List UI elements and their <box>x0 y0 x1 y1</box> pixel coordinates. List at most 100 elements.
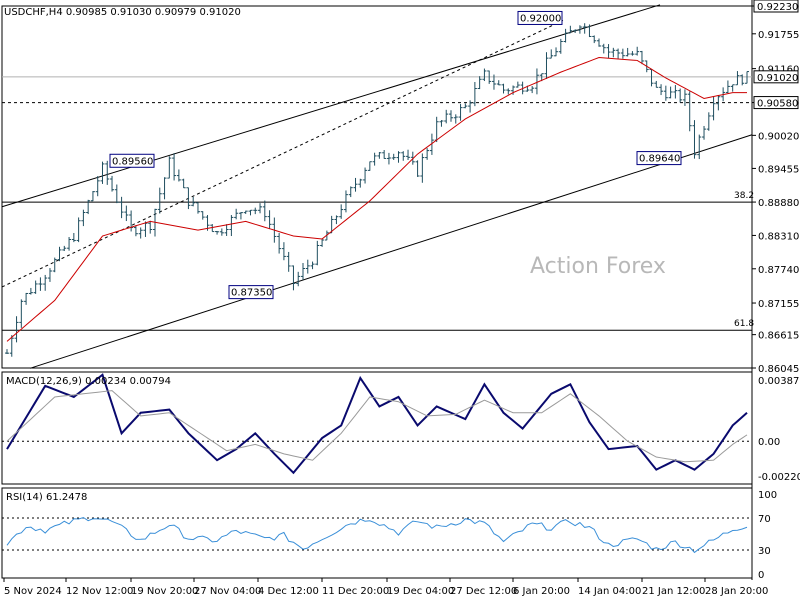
candle <box>81 209 86 227</box>
candle <box>105 160 110 185</box>
price-tick-label: 0.88310 <box>758 231 799 242</box>
candle <box>124 205 129 222</box>
candle <box>71 232 76 243</box>
rsi-title: RSI(14) 61.2478 <box>6 492 87 503</box>
candle <box>148 220 153 234</box>
candle <box>687 91 692 132</box>
price-annotation-box <box>109 153 155 168</box>
moving-average-line <box>6 56 747 342</box>
candle <box>320 238 325 247</box>
candle <box>76 217 81 243</box>
candle <box>491 74 496 90</box>
candle <box>663 85 668 101</box>
candle <box>453 114 458 124</box>
time-tick-label: 21 Jan 12:00 <box>642 586 705 597</box>
candle <box>444 109 449 124</box>
candle <box>372 152 377 166</box>
candle <box>277 232 282 254</box>
candle <box>119 196 124 219</box>
candle <box>549 49 554 59</box>
candle <box>229 215 234 237</box>
candle <box>558 38 563 54</box>
candle <box>353 177 358 192</box>
candle <box>692 120 697 159</box>
price-tag-label: 0.92230 <box>757 2 798 13</box>
candle <box>296 271 301 287</box>
candle <box>592 35 597 44</box>
time-tick-label: 19 Dec 04:00 <box>387 586 454 597</box>
price-annotation-box <box>517 10 563 25</box>
time-tick-label: 27 Dec 12:00 <box>450 586 517 597</box>
time-tick-label: 28 Jan 20:00 <box>705 586 768 597</box>
candle <box>606 44 611 59</box>
candle <box>57 246 62 262</box>
candle <box>725 80 730 94</box>
candle <box>472 81 477 107</box>
candle <box>697 134 702 160</box>
candle <box>654 80 659 88</box>
candle <box>67 237 72 251</box>
price-annotation-label: 0.89560 <box>112 156 153 167</box>
candle <box>234 208 239 220</box>
rsi-line <box>6 516 748 554</box>
fib-level-label: 38.2 <box>734 191 754 201</box>
candle <box>482 68 487 82</box>
candle <box>14 316 19 343</box>
macd-tick-label: 0.003873 <box>758 376 800 387</box>
candle <box>267 210 272 230</box>
time-tick-label: 14 Jan 04:00 <box>578 586 641 597</box>
fib-level-label: 61.8 <box>734 319 754 329</box>
price-tag-box <box>753 96 799 110</box>
candle <box>382 150 387 159</box>
candle <box>635 46 640 56</box>
candle <box>243 210 248 214</box>
candle <box>110 175 115 192</box>
rsi-tick-label: 30 <box>758 546 771 557</box>
candle <box>520 81 525 95</box>
candle <box>554 47 559 57</box>
candle <box>162 177 167 200</box>
candle <box>639 50 644 65</box>
macd-tick-label: 0.00 <box>758 437 780 448</box>
panel-frame-1 <box>1 5 753 369</box>
candle <box>86 199 91 215</box>
candle <box>711 96 716 121</box>
channel-upper-line <box>1 4 661 208</box>
candle <box>601 43 606 54</box>
candle <box>52 257 57 273</box>
price-annotation-box <box>228 285 274 300</box>
candle <box>458 103 463 121</box>
candle <box>702 125 707 140</box>
candle <box>186 187 191 210</box>
candle <box>90 191 95 202</box>
candle <box>630 51 635 56</box>
price-tick-label: 0.87740 <box>758 265 799 276</box>
time-tick-label: 12 Nov 12:00 <box>66 586 133 597</box>
price-tick-label: 0.90020 <box>758 131 799 142</box>
candle <box>682 89 687 106</box>
candle <box>534 68 539 95</box>
price-tick-label: 0.87155 <box>758 299 799 310</box>
panel-frame-2 <box>1 371 753 485</box>
time-tick-label: 6 Jan 20:00 <box>513 586 570 597</box>
candle <box>420 153 425 183</box>
candle <box>611 47 616 58</box>
candle <box>195 202 200 214</box>
candle <box>563 28 568 43</box>
macd-tick-label: -0.002201 <box>758 472 800 483</box>
candle <box>487 70 492 84</box>
candle <box>9 335 14 357</box>
chart-header: USDCHF,H4 0.90985 0.91030 0.90979 0.9102… <box>4 7 241 18</box>
candle <box>367 161 372 171</box>
candle <box>95 176 100 197</box>
candle <box>253 207 258 215</box>
macd-signal-line <box>6 390 748 463</box>
candle <box>587 24 592 38</box>
candle <box>449 110 453 122</box>
candle <box>291 265 296 291</box>
candle <box>716 95 721 111</box>
candle <box>678 88 683 103</box>
candle <box>215 230 220 235</box>
candle <box>224 224 229 236</box>
